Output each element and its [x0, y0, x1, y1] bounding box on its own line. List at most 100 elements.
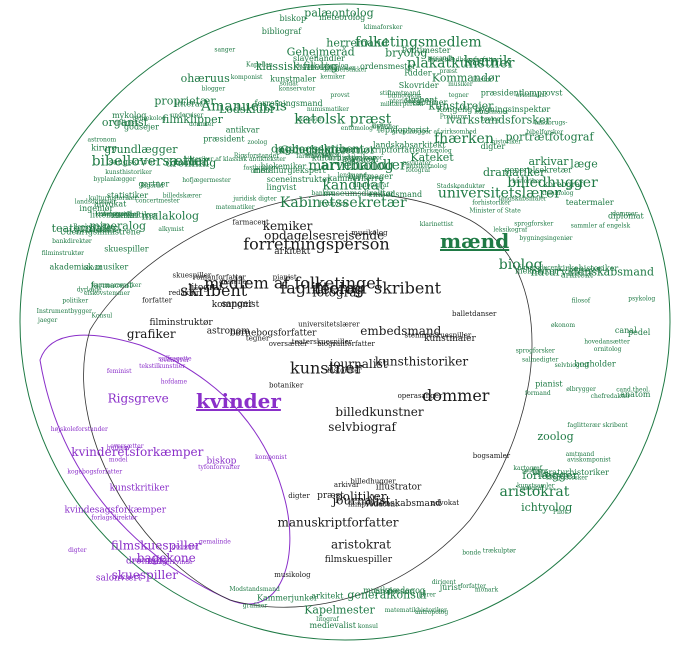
shared-word: teaterskuespiller	[292, 338, 353, 346]
men-word: slavehandler	[293, 54, 345, 63]
men-word: kompagnichef	[96, 211, 140, 218]
men-word: grafiker	[243, 603, 267, 610]
shared-word: pianist	[273, 273, 297, 281]
men-word: herremand	[326, 36, 388, 49]
men-word: forfatter	[460, 583, 486, 590]
shared-word: skuespiller	[173, 271, 212, 279]
women-word: scenograf	[132, 557, 163, 564]
women-word: højskoleforstander	[51, 426, 108, 433]
shared-word: oversætter	[269, 340, 309, 348]
men-word: katolsk præst	[294, 112, 391, 128]
men-word: folketingsmedlem	[355, 35, 482, 51]
men-word: konsul	[358, 623, 378, 630]
men-word: politiker	[62, 298, 88, 305]
men-word: dommer	[189, 121, 214, 128]
men-word: ingeniør	[79, 204, 113, 213]
men-word: digter	[481, 142, 506, 151]
men-word: jaeger	[37, 317, 57, 324]
men-word: Minister of State	[469, 207, 521, 214]
men-word: kulturhistoriker	[312, 153, 377, 162]
men-word: anatom	[620, 390, 651, 399]
men-word: landbrugs-	[535, 120, 568, 127]
men-word: koreograf	[543, 180, 584, 189]
men-word: filmproducent	[518, 265, 561, 272]
men-word: Kapelmester	[304, 604, 375, 617]
shared-word: arkivar	[334, 481, 360, 489]
men-word: psykiater	[403, 160, 431, 167]
men-word: zoolog	[537, 430, 573, 443]
shared-word: filminstruktør	[150, 318, 214, 328]
men-word: fabrikant	[111, 213, 140, 220]
shared-word: filmskuespiller	[325, 555, 393, 565]
men-word: kunsthistoriker	[105, 169, 152, 176]
women-word: hofkurv	[107, 444, 131, 451]
men-word: musiker	[448, 81, 473, 88]
men-word: teatermaler	[566, 198, 614, 207]
men-word: Lodsklubr	[219, 103, 276, 116]
men-word: kammermusiker	[92, 282, 142, 289]
shared-word: tegner	[246, 334, 270, 342]
men-word: sanger	[214, 47, 235, 54]
men-word: organist	[102, 116, 149, 129]
men-word: søofficer	[522, 468, 548, 475]
men-word: Pilot	[553, 509, 567, 516]
men-word: gynækolog	[133, 115, 167, 122]
men-word: jurist	[439, 583, 462, 592]
men-word: militærperson	[380, 101, 423, 108]
women-word: kvindesagsforkæmper	[65, 505, 167, 515]
men-word: præsident	[203, 134, 245, 143]
men-word: elskovstemmer	[84, 290, 130, 297]
shared-word: aristokrat	[331, 538, 391, 552]
women-word: dronning	[126, 557, 168, 567]
men-region-outline	[19, 3, 671, 641]
shared-word: botaniker	[269, 382, 304, 390]
men-word: litograf	[316, 616, 339, 623]
shared-word: kunstner	[290, 359, 363, 378]
men-word: sprogforsker	[514, 221, 553, 228]
men-word: entomolog	[341, 125, 373, 132]
men-word: komponist	[231, 74, 263, 81]
men-word: dommer	[612, 211, 637, 218]
men-word: skuespiller	[104, 245, 148, 254]
shared-word: selvbiograf	[328, 420, 397, 434]
shared-region-outline	[83, 193, 533, 608]
men-word: gartner	[139, 179, 170, 188]
shared-word: farmaceut	[233, 219, 269, 227]
men-word: Hydrolog	[319, 201, 347, 208]
men-word: statsmand	[101, 211, 133, 218]
shared-words-layer: faglitterær skribent universitetslærer kom…	[127, 219, 511, 580]
men-word: matematiker	[216, 204, 255, 211]
men-word: landskabsarkitekt	[373, 141, 446, 150]
shared-word: politiker	[335, 489, 387, 503]
men-word: gymnasielærer	[75, 228, 121, 235]
women-word: kvinderetsforkæmper	[71, 445, 203, 459]
shared-word: biografiforfatter	[317, 340, 375, 348]
men-word: bankier	[312, 190, 335, 197]
men-word: faglitterær skribent	[567, 422, 628, 429]
men-word: sogneprwst	[305, 152, 341, 159]
women-word: filmskuespiller	[111, 538, 201, 552]
men-word: ohæruus	[181, 72, 230, 85]
men-word: officer	[251, 168, 271, 175]
men-word: teatermaler	[52, 222, 119, 235]
men-word: provst	[330, 92, 350, 99]
men-word: Amanuensis	[200, 99, 287, 115]
men-word: rabbiner	[412, 98, 447, 107]
men-word: arkæolog	[423, 148, 452, 155]
men-word: dyrlæge	[77, 286, 102, 293]
men-word: kunsthåndbogsforfatter	[428, 57, 500, 64]
men-word: arkitekt	[561, 270, 594, 279]
shared-word: bogsamler	[473, 452, 511, 460]
men-word: Instrumentbygger	[37, 308, 92, 315]
shared-word: journalist	[331, 493, 391, 507]
men-word: fotograf	[406, 167, 431, 174]
women-word: gemalinde	[199, 539, 231, 546]
men-word: arkivar	[529, 155, 570, 168]
men-word: forhistoriker	[472, 199, 511, 206]
shared-word: historiker	[327, 366, 362, 374]
shared-word: kunstmaler	[424, 334, 476, 344]
men-word: chefredaktør	[591, 393, 630, 400]
shared-word: billedhugger	[350, 478, 396, 486]
women-word: salonvært	[96, 574, 142, 584]
men-word: antropolog	[415, 609, 448, 616]
